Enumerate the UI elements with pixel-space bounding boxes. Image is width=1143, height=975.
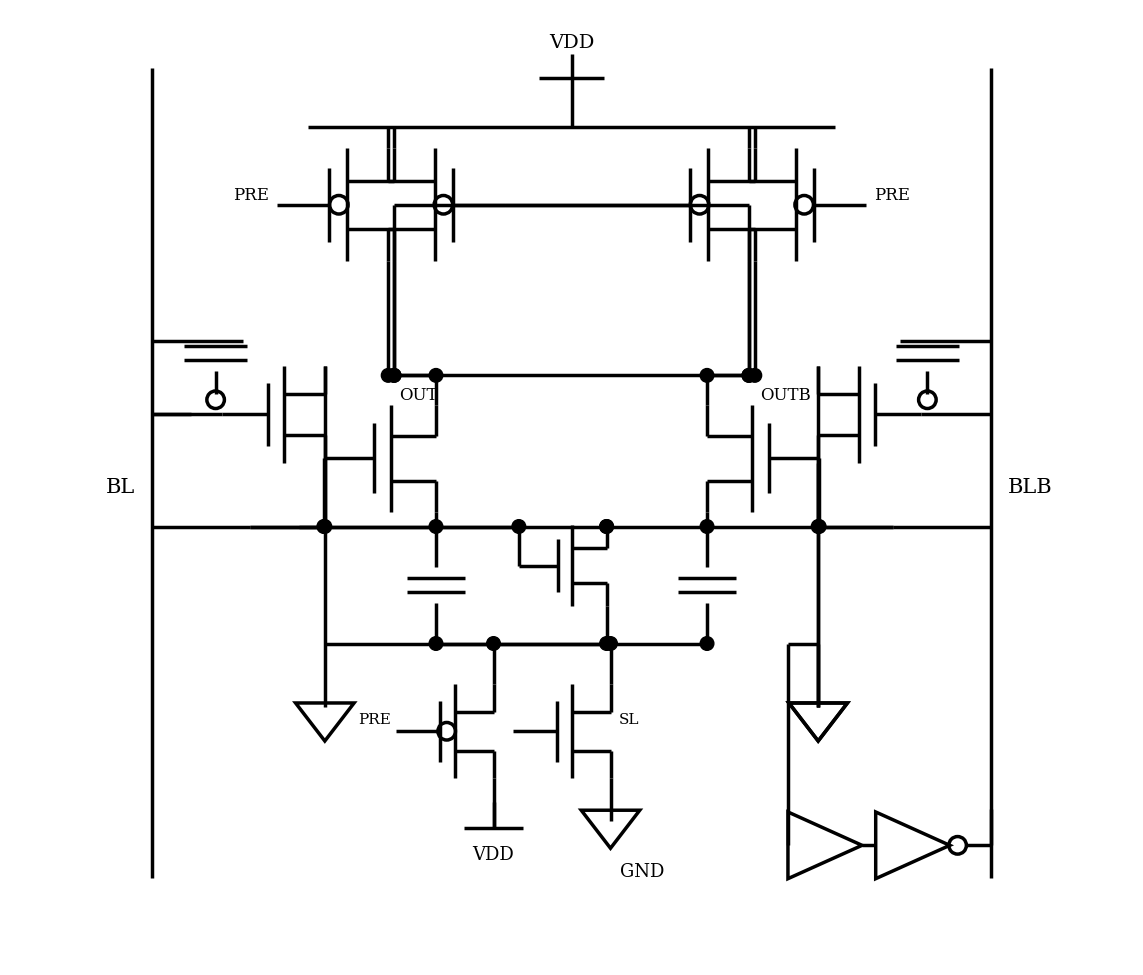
Text: OUTB: OUTB [760, 387, 810, 404]
Text: GND: GND [621, 863, 664, 880]
Circle shape [604, 637, 617, 650]
Text: BLB: BLB [1008, 478, 1053, 497]
Text: VDD: VDD [549, 34, 594, 52]
Circle shape [600, 520, 614, 533]
Circle shape [701, 637, 714, 650]
Circle shape [487, 637, 501, 650]
Circle shape [812, 520, 825, 533]
Circle shape [429, 637, 442, 650]
Circle shape [813, 520, 826, 533]
Text: SL: SL [618, 713, 639, 726]
Circle shape [600, 520, 614, 533]
Circle shape [317, 520, 330, 533]
Circle shape [701, 520, 714, 533]
Circle shape [382, 369, 395, 382]
Text: BL: BL [105, 478, 135, 497]
Text: PRE: PRE [873, 186, 910, 204]
Circle shape [701, 369, 714, 382]
Text: VDD: VDD [472, 846, 514, 864]
Circle shape [600, 637, 614, 650]
Circle shape [318, 520, 331, 533]
Circle shape [512, 520, 526, 533]
Circle shape [742, 369, 756, 382]
Text: OUT: OUT [399, 387, 438, 404]
Text: PRE: PRE [358, 713, 391, 726]
Text: PRE: PRE [233, 186, 270, 204]
Circle shape [742, 369, 756, 382]
Circle shape [429, 369, 442, 382]
Circle shape [429, 520, 442, 533]
Circle shape [387, 369, 401, 382]
Circle shape [387, 369, 401, 382]
Circle shape [748, 369, 761, 382]
